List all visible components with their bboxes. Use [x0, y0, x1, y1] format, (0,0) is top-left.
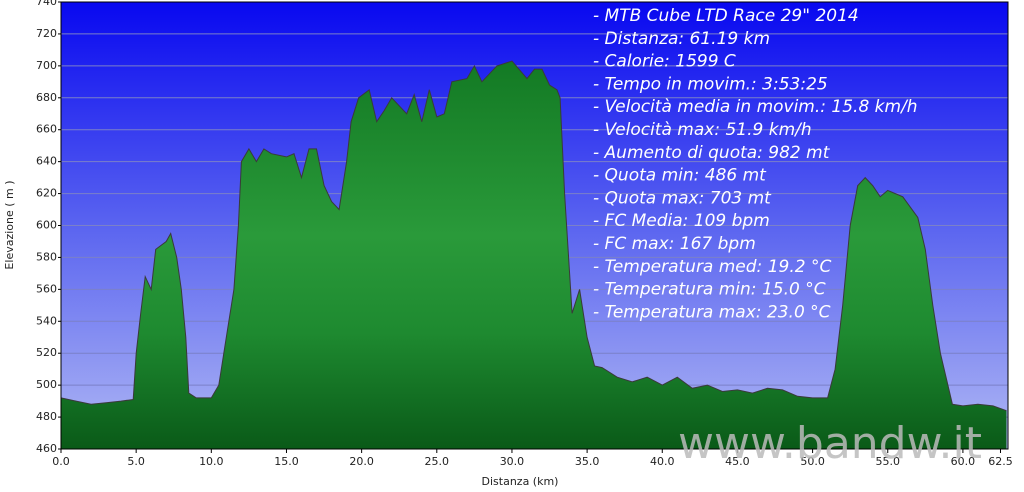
annotation: - Distanza: 61.19 km [593, 29, 770, 49]
annotation: - Temperatura min: 15.0 °C [593, 280, 826, 300]
x-tick-label: 0.0 [52, 455, 70, 468]
x-tick-label: 45.0 [725, 455, 750, 468]
y-tick-label: 560 [36, 282, 57, 295]
y-tick-label: 700 [36, 59, 57, 72]
x-tick-label: 62.5 [988, 455, 1013, 468]
x-tick-label: 35.0 [575, 455, 600, 468]
y-tick-label: 460 [36, 442, 57, 455]
y-tick-label: 480 [36, 410, 57, 423]
y-tick-label: 660 [36, 123, 57, 136]
annotation: - Temperatura max: 23.0 °C [593, 302, 831, 322]
annotation: - MTB Cube LTD Race 29" 2014 [593, 6, 859, 26]
x-tick-label: 40.0 [650, 455, 675, 468]
y-tick-label: 600 [36, 219, 57, 232]
x-tick-label: 60.0 [951, 455, 976, 468]
x-tick-label: 25.0 [425, 455, 450, 468]
y-tick-label: 720 [36, 27, 57, 40]
elevation-area [61, 61, 1007, 449]
x-tick-label: 50.0 [800, 455, 825, 468]
x-tick-label: 10.0 [199, 455, 224, 468]
annotation: - Aumento di quota: 982 mt [593, 143, 831, 163]
y-tick-label: 740 [36, 0, 57, 8]
x-tick-label: 55.0 [875, 455, 900, 468]
annotation: - Velocità max: 51.9 km/h [593, 120, 812, 140]
y-tick-label: 500 [36, 378, 57, 391]
y-tick-label: 640 [36, 155, 57, 168]
annotation: - Quota max: 703 mt [593, 188, 772, 208]
annotation: - Tempo in movim.: 3:53:25 [593, 74, 828, 94]
watermark: www.bandw.it [678, 418, 982, 469]
y-tick-label: 540 [36, 314, 57, 327]
y-axis-label: Elevazione ( m ) [3, 180, 16, 269]
annotation: - Quota min: 486 mt [593, 166, 767, 186]
annotation: - FC max: 167 bpm [593, 234, 756, 254]
annotation: - Calorie: 1599 C [593, 52, 736, 72]
annotation: - FC Media: 109 bpm [593, 211, 770, 231]
y-tick-label: 580 [36, 250, 57, 263]
elevation-line [60, 60, 1007, 412]
x-tick-label: 15.0 [274, 455, 299, 468]
annotation: - Velocità media in movim.: 15.8 km/h [593, 97, 918, 117]
x-tick-label: 30.0 [500, 455, 525, 468]
x-tick-label: 5.0 [127, 455, 145, 468]
y-tick-label: 620 [36, 187, 57, 200]
y-tick-label: 520 [36, 346, 57, 359]
x-tick-label: 20.0 [349, 455, 374, 468]
annotation: - Temperatura med: 19.2 °C [593, 257, 831, 277]
x-axis-label: Distanza (km) [482, 475, 559, 488]
y-tick-label: 680 [36, 91, 57, 104]
